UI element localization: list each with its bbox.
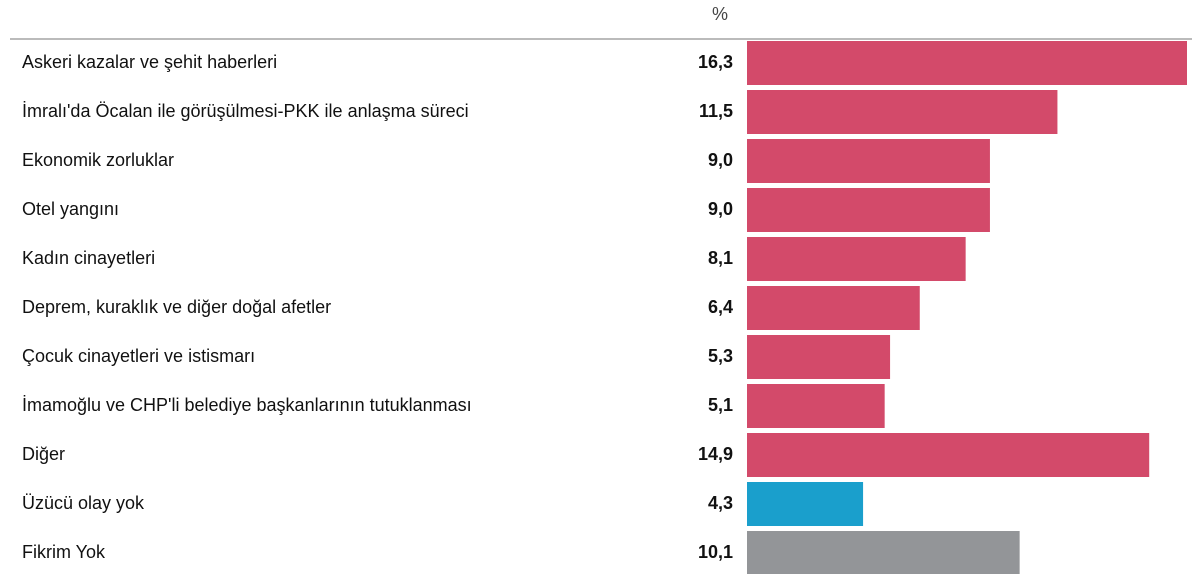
category-label: Deprem, kuraklık ve diğer doğal afetler [22, 297, 331, 317]
bar [747, 139, 990, 183]
bar [747, 188, 990, 232]
bar [747, 384, 885, 428]
value-label: 6,4 [708, 297, 733, 317]
category-label: Ekonomik zorluklar [22, 150, 174, 170]
bar [747, 335, 891, 379]
value-label: 9,0 [708, 199, 733, 219]
value-label: 4,3 [708, 493, 733, 513]
value-label: 16,3 [698, 52, 733, 72]
category-label: İmamoğlu ve CHP'li belediye başkanlarını… [22, 395, 472, 415]
value-label: 14,9 [698, 444, 733, 464]
bar [747, 90, 1058, 134]
bar [747, 286, 920, 330]
bar [747, 237, 966, 281]
unit-label: % [712, 4, 728, 24]
bar [747, 433, 1150, 477]
category-label: Otel yangını [22, 199, 119, 219]
value-label: 5,1 [708, 395, 733, 415]
value-label: 9,0 [708, 150, 733, 170]
category-label: Askeri kazalar ve şehit haberleri [22, 52, 277, 72]
bar [747, 531, 1020, 574]
value-label: 11,5 [699, 101, 733, 121]
value-label: 10,1 [698, 542, 733, 562]
category-label: İmralı'da Öcalan ile görüşülmesi-PKK ile… [22, 101, 469, 121]
category-label: Çocuk cinayetleri ve istismarı [22, 346, 255, 366]
value-label: 8,1 [708, 248, 733, 268]
category-label: Üzücü olay yok [22, 493, 145, 513]
category-label: Fikrim Yok [22, 542, 106, 562]
bar [747, 41, 1187, 85]
value-label: 5,3 [708, 346, 733, 366]
category-label: Kadın cinayetleri [22, 248, 155, 268]
category-label: Diğer [22, 444, 65, 464]
bar [747, 482, 864, 526]
